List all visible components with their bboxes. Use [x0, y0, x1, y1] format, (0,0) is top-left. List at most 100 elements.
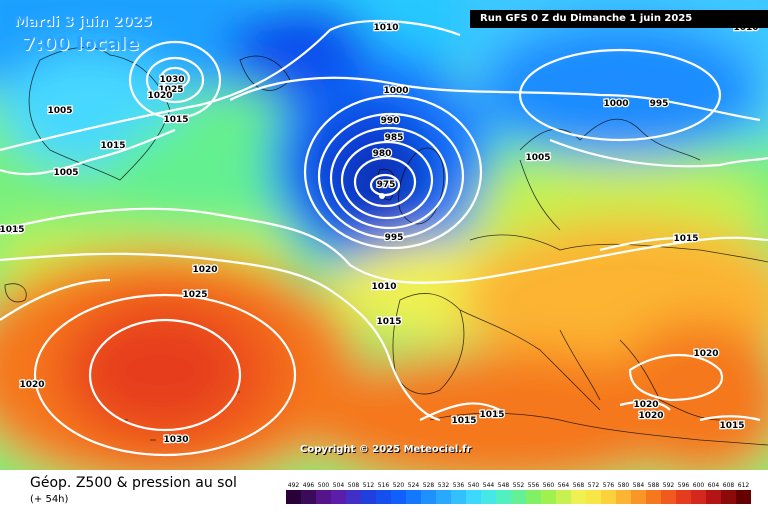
legend-tick-label: 600: [693, 482, 705, 489]
legend-swatch: [691, 490, 706, 504]
legend-tick-label: 560: [543, 482, 555, 489]
isobar-label: 995: [385, 233, 404, 243]
legend-swatch: [601, 490, 616, 504]
legend-swatch: [736, 490, 751, 504]
legend-swatch: [586, 490, 601, 504]
isobar-label: 1005: [53, 168, 78, 178]
legend-tick-label: 508: [348, 482, 360, 489]
legend-swatch: [316, 490, 331, 504]
isobar-label: 1020: [633, 400, 658, 410]
isobar-label: 1015: [719, 421, 744, 431]
isobar-labels: 1010103010251020100510151015100510009909…: [0, 22, 760, 447]
legend-swatch: [376, 490, 391, 504]
isobars: [0, 19, 768, 457]
legend-tick-label: 564: [558, 482, 570, 489]
isobar-label: 1000: [383, 86, 408, 96]
isobar-label: 1000: [603, 99, 628, 109]
forecast-date: Mardi 3 juin 2025: [14, 14, 152, 30]
map-title: Géop. Z500 & pression au sol: [30, 475, 237, 491]
isobar-label: 1020: [693, 349, 718, 359]
isobar-label: 1010: [0, 226, 23, 236]
legend-swatch: [496, 490, 511, 504]
isobar-label: 975: [377, 180, 396, 190]
legend-tick-label: 548: [498, 482, 510, 489]
map-area: 1010 1030 1025 1020 1005 1015 1015 1005 1000 990 9…: [0, 0, 768, 470]
legend-tick-label: 496: [303, 482, 315, 489]
isobar-label: 995: [650, 99, 669, 109]
isobar-label: 1020: [192, 265, 217, 275]
legend-tick-label: 552: [513, 482, 525, 489]
legend-swatch: [286, 490, 301, 504]
legend-swatch: [451, 490, 466, 504]
legend-tick-label: 528: [423, 482, 435, 489]
legend-swatch: [556, 490, 571, 504]
forecast-offset: (+ 54h): [30, 494, 69, 505]
isobar-label: 1020: [638, 411, 663, 421]
isobar-label: 1030: [163, 435, 188, 445]
legend-swatch: [526, 490, 541, 504]
legend-tick-label: 576: [603, 482, 615, 489]
legend-tick-label: 604: [708, 482, 720, 489]
isobar-label: 1015: [376, 317, 401, 327]
legend-tick-label: 596: [678, 482, 690, 489]
legend-swatch: [481, 490, 496, 504]
legend-tick-label: 524: [408, 482, 420, 489]
legend-swatch: [436, 490, 451, 504]
legend-tick-label: 500: [318, 482, 330, 489]
legend-tick-label: 588: [648, 482, 660, 489]
legend-swatch: [646, 490, 661, 504]
legend-swatch: [541, 490, 556, 504]
legend-swatch: [571, 490, 586, 504]
legend-swatch: [421, 490, 436, 504]
legend-tick-label: 492: [288, 482, 300, 489]
legend-tick-label: 568: [573, 482, 585, 489]
legend-swatch: [706, 490, 721, 504]
legend-swatch: [721, 490, 736, 504]
legend-tick-label: 580: [618, 482, 630, 489]
coastlines: [4, 47, 768, 446]
isobar-label: 1015: [673, 234, 698, 244]
isobar-label: 1005: [47, 106, 72, 116]
legend-swatch: [301, 490, 316, 504]
isobar-label: 1015: [479, 410, 504, 420]
weather-map: 1010103010251020100510151015100510009909…: [0, 0, 768, 470]
isobar-label: 1015: [100, 141, 125, 151]
legend-tick-label: 520: [393, 482, 405, 489]
isobar-label: 1015: [163, 115, 188, 125]
isobar-label: 1015: [0, 225, 25, 235]
legend-swatch: [466, 490, 481, 504]
legend-swatch: [511, 490, 526, 504]
isobar-label: 985: [385, 133, 404, 143]
legend-tick-label: 584: [633, 482, 645, 489]
legend-tick-label: 608: [723, 482, 735, 489]
legend-swatch: [346, 490, 361, 504]
isobar-label: 1025: [158, 85, 183, 95]
legend-swatch: [661, 490, 676, 504]
legend-swatch: [631, 490, 646, 504]
isobar-label: 1020: [147, 91, 172, 101]
legend-tick-label: 592: [663, 482, 675, 489]
color-legend: 492 496 500 504 508 512 516 520 524 528 532 536 540 5…: [286, 482, 751, 504]
legend-tick-label: 572: [588, 482, 600, 489]
isobar-label: 1015: [451, 416, 476, 426]
isobar-label: 1005: [525, 153, 550, 163]
run-info: Run GFS 0 Z du Dimanche 1 juin 2025: [470, 10, 768, 28]
isobar-label: 1020: [19, 380, 44, 390]
legend-tick-label: 536: [453, 482, 465, 489]
legend-swatch: [361, 490, 376, 504]
isobar-label: 990: [381, 116, 400, 126]
legend-tick-label: 512: [363, 482, 375, 489]
legend-tick-label: 544: [483, 482, 495, 489]
isobar-label: 1030: [159, 75, 184, 85]
legend-tick-label: 504: [333, 482, 345, 489]
legend-tick-label: 612: [738, 482, 750, 489]
legend-swatch: [331, 490, 346, 504]
legend-swatch: [616, 490, 631, 504]
isobar-label: 1010: [371, 282, 396, 292]
legend-tick-label: 516: [378, 482, 390, 489]
legend-swatch: [676, 490, 691, 504]
isobar-label: 980: [373, 149, 392, 159]
copyright-notice: Copyright © 2025 Meteociel.fr: [300, 444, 472, 455]
legend-swatch: [406, 490, 421, 504]
isobar-label: 1010: [373, 23, 398, 33]
